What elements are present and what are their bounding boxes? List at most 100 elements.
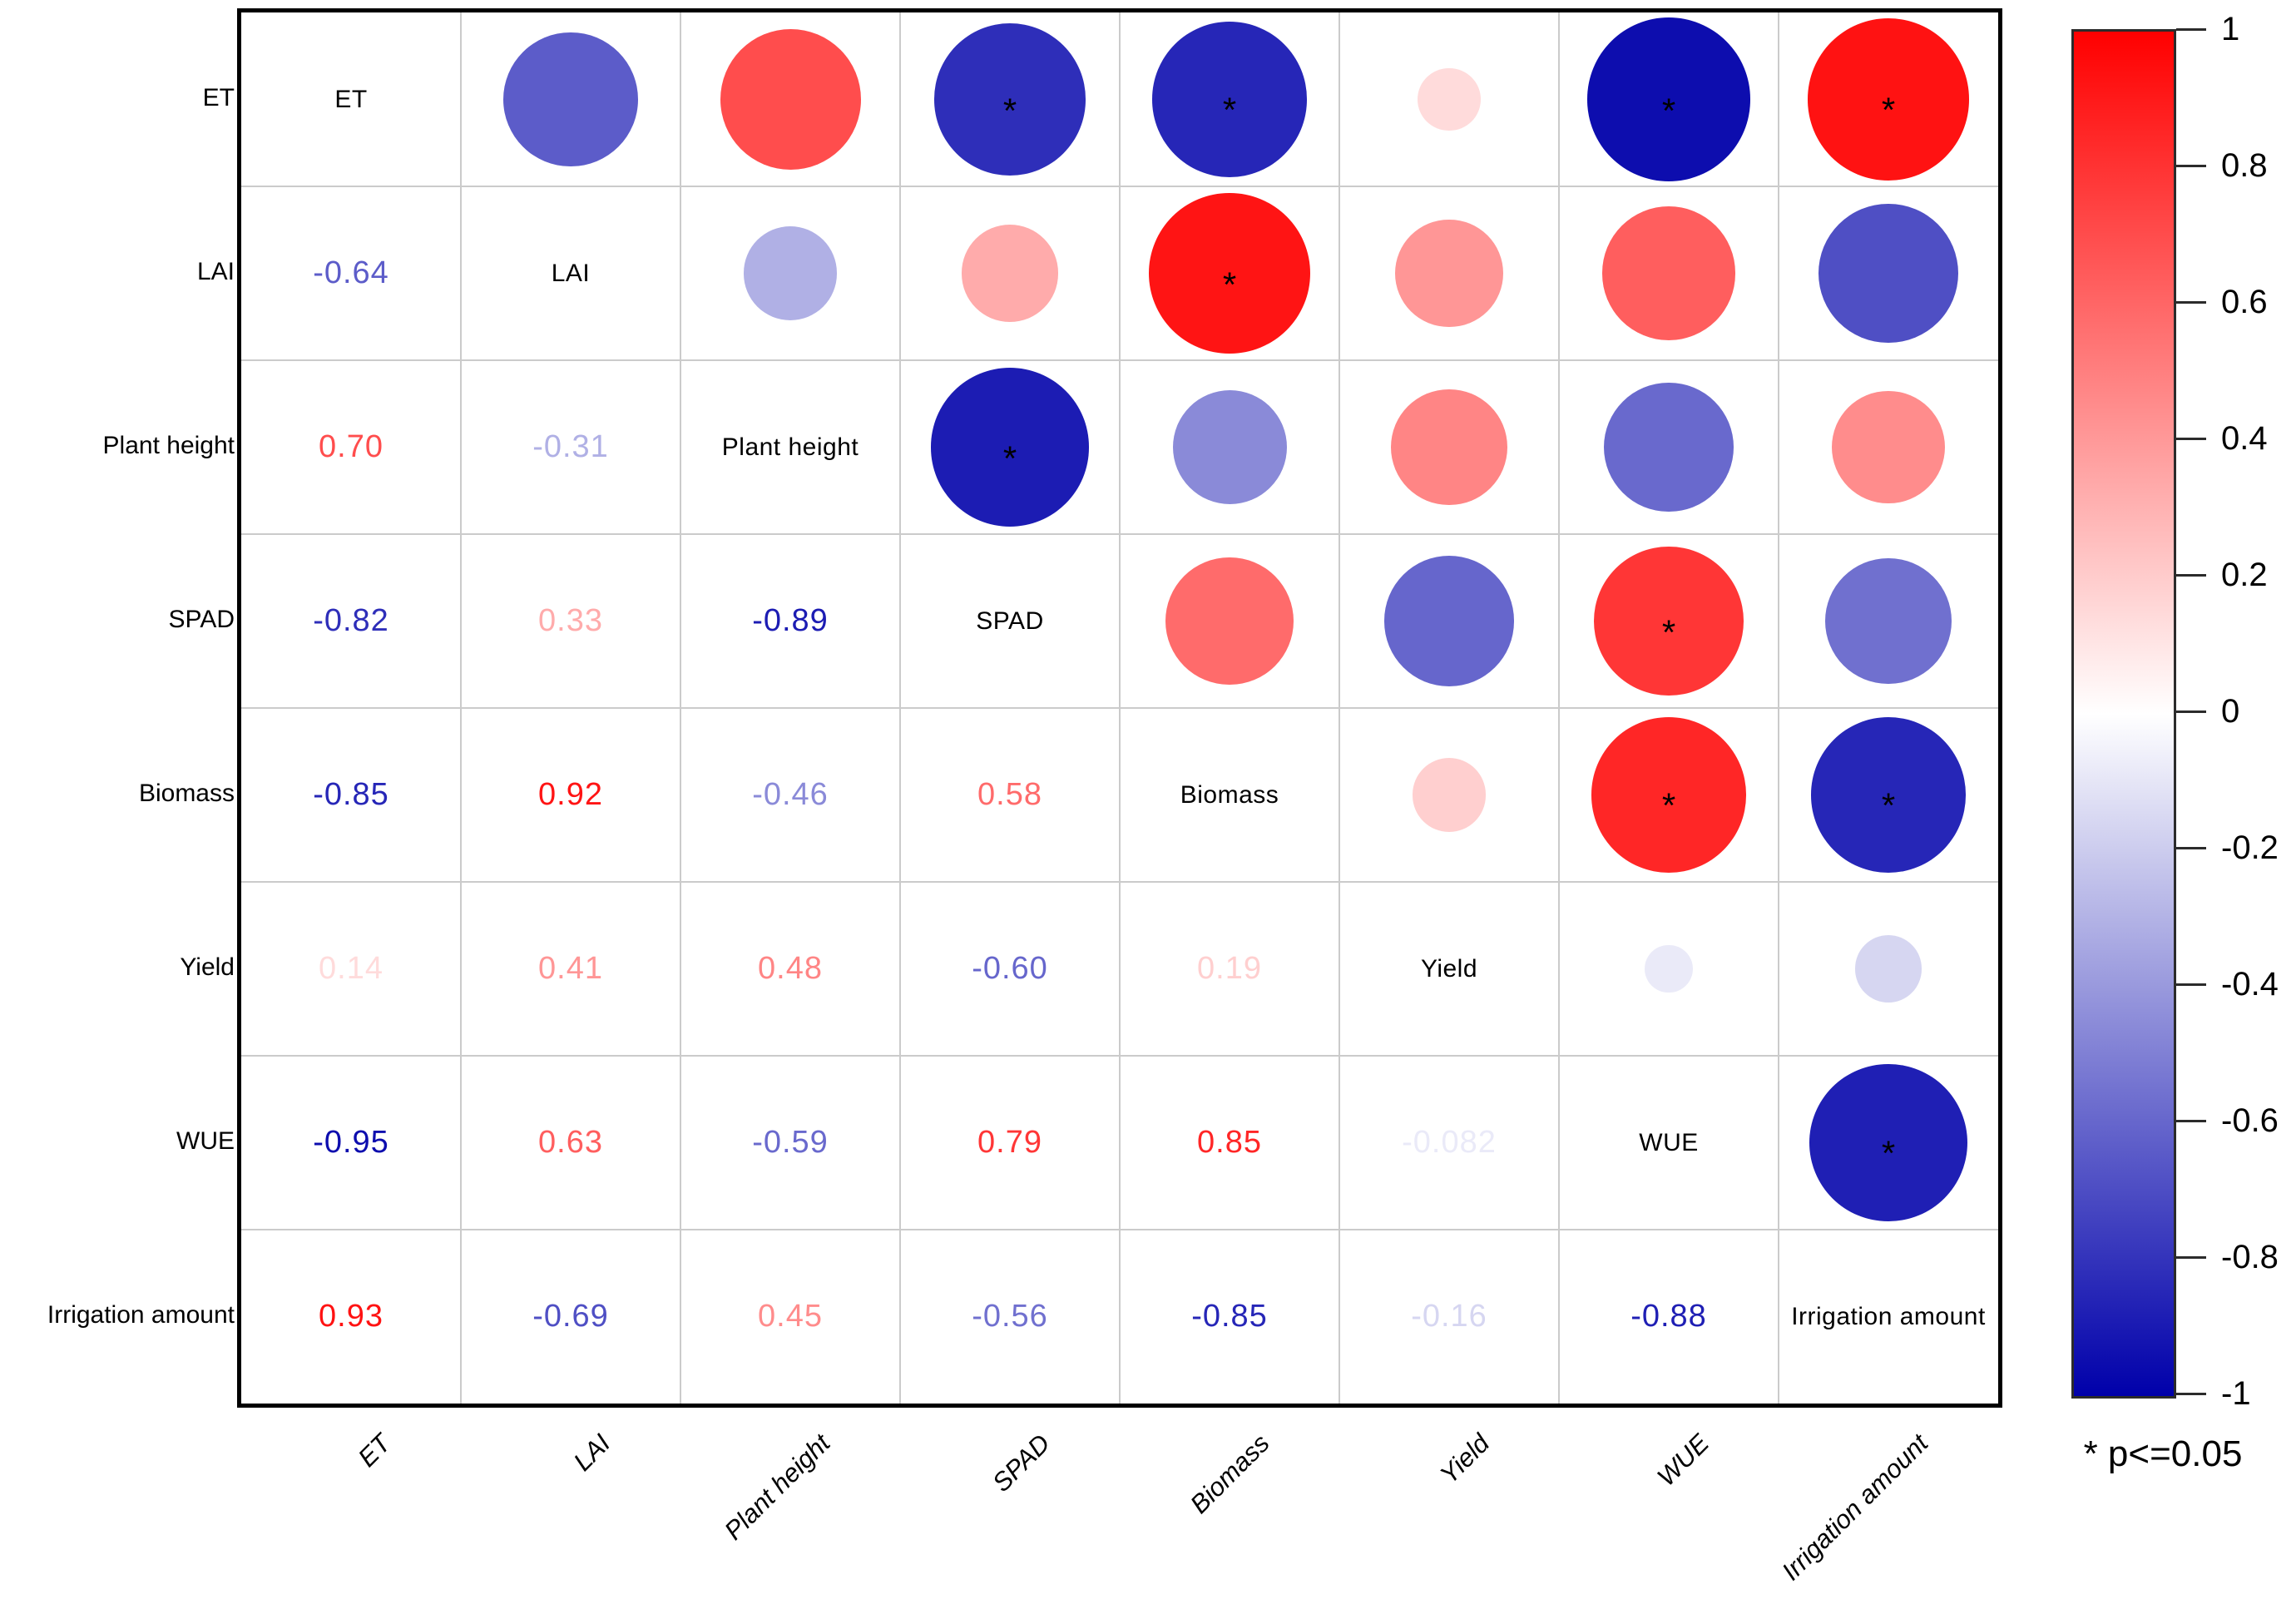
y-axis-label-wue: WUE: [176, 1126, 235, 1155]
cell-biomass-spad: 0.58: [900, 708, 1120, 882]
cell-spad-et: -0.82: [241, 534, 461, 708]
diag-label-yield: Yield: [1420, 954, 1478, 983]
cell-irrigation-amount-biomass: -0.85: [1120, 1230, 1339, 1404]
cell-spad-wue: *: [1559, 534, 1779, 708]
y-axis-label-spad: SPAD: [168, 605, 235, 633]
corr-circle-plant-height-wue: [1604, 382, 1734, 512]
gridline-horizontal: [241, 1229, 1998, 1230]
x-axis-label-lai: LAI: [568, 1428, 616, 1477]
cell-lai-yield: [1339, 186, 1559, 360]
colorbar-tick-mark: [2176, 165, 2206, 167]
colorbar-tick-mark: [2176, 983, 2206, 986]
corr-circle-lai-wue: [1601, 206, 1736, 340]
corr-circle-lai-plant-height: [743, 226, 838, 320]
significance-note: * p<=0.05: [2083, 1433, 2243, 1474]
corr-circle-spad-biomass: [1165, 557, 1294, 686]
y-axis-label-plant-height: Plant height: [102, 431, 235, 459]
corr-circle-et-wue: *: [1586, 17, 1751, 181]
cell-lai-biomass: *: [1120, 186, 1339, 360]
corr-circle-lai-yield: [1395, 219, 1503, 328]
colorbar-tick-mark: [2176, 710, 2206, 713]
y-axis-label-biomass: Biomass: [138, 779, 235, 807]
cell-yield-irrigation-amount: [1779, 882, 1998, 1056]
cell-wue-lai: 0.63: [461, 1056, 680, 1230]
gridline-horizontal: [241, 881, 1998, 883]
corr-circle-yield-irrigation-amount: [1854, 935, 1922, 1003]
colorbar-tick-mark: [2176, 438, 2206, 440]
cell-et-plant-height: [680, 12, 900, 186]
gridline-vertical: [1778, 12, 1779, 1404]
cell-yield-wue: [1559, 882, 1779, 1056]
corr-value-irrigation-amount-et: 0.93: [319, 1299, 383, 1334]
cell-yield-lai: 0.41: [461, 882, 680, 1056]
cell-plant-height-biomass: [1120, 360, 1339, 534]
corr-circle-lai-biomass: *: [1149, 192, 1310, 354]
corr-circle-et-biomass: *: [1151, 22, 1308, 177]
cell-wue-yield: -0.082: [1339, 1056, 1559, 1230]
colorbar-gradient: [2071, 29, 2176, 1399]
diag-label-irrigation-amount: Irrigation amount: [1791, 1302, 1986, 1330]
colorbar-tick-mark: [2176, 301, 2206, 304]
corr-value-wue-et: -0.95: [313, 1125, 389, 1160]
corr-circle-et-yield: [1418, 67, 1481, 131]
cell-irrigation-amount-lai: -0.69: [461, 1230, 680, 1404]
corr-circle-et-plant-height: [720, 29, 861, 170]
cell-plant-height-wue: [1559, 360, 1779, 534]
cell-spad-lai: 0.33: [461, 534, 680, 708]
corr-value-spad-et: -0.82: [313, 603, 389, 638]
corr-circle-plant-height-irrigation-amount: [1832, 390, 1945, 504]
corr-circle-et-irrigation-amount: *: [1807, 18, 1970, 181]
cell-lai-irrigation-amount: [1779, 186, 1998, 360]
diag-label-spad: SPAD: [976, 607, 1044, 635]
corr-value-biomass-plant-height: -0.46: [752, 777, 829, 812]
corr-value-yield-biomass: 0.19: [1197, 951, 1262, 986]
corr-value-yield-et: 0.14: [319, 951, 383, 986]
cell-plant-height-yield: [1339, 360, 1559, 534]
cell-yield-biomass: 0.19: [1120, 882, 1339, 1056]
colorbar-tick-mark: [2176, 847, 2206, 849]
cell-lai-plant-height: [680, 186, 900, 360]
colorbar-tick-label-0p8: 0.8: [2221, 147, 2268, 184]
corr-value-yield-lai: 0.41: [538, 951, 603, 986]
cell-lai-et: -0.64: [241, 186, 461, 360]
cell-et-lai: [461, 12, 680, 186]
gridline-horizontal: [241, 1055, 1998, 1057]
corr-circle-plant-height-spad: *: [930, 368, 1090, 527]
cell-yield-plant-height: 0.48: [680, 882, 900, 1056]
colorbar-tick-mark: [2176, 1393, 2206, 1395]
corr-value-wue-lai: 0.63: [538, 1125, 603, 1160]
cell-wue-spad: 0.79: [900, 1056, 1120, 1230]
colorbar-tick-label-0p2: 0.2: [2221, 557, 2268, 593]
colorbar-tick-label-0p6: 0.6: [2221, 284, 2268, 320]
corr-circle-lai-irrigation-amount: [1818, 203, 1958, 344]
cell-biomass-wue: *: [1559, 708, 1779, 882]
corr-value-irrigation-amount-lai: -0.69: [532, 1299, 609, 1334]
cell-irrigation-amount-wue: -0.88: [1559, 1230, 1779, 1404]
corr-circle-yield-wue: [1645, 944, 1693, 993]
x-axis-label-plant-height: Plant height: [719, 1428, 836, 1546]
y-axis-label-yield: Yield: [180, 953, 235, 981]
cell-et-biomass: *: [1120, 12, 1339, 186]
corr-circle-spad-wue: *: [1594, 546, 1744, 696]
gridline-vertical: [1339, 12, 1340, 1404]
cell-et-et: ET: [241, 12, 461, 186]
corr-value-wue-spad: 0.79: [977, 1125, 1042, 1160]
cell-wue-irrigation-amount: *: [1779, 1056, 1998, 1230]
corr-value-yield-plant-height: 0.48: [758, 951, 823, 986]
cell-irrigation-amount-plant-height: 0.45: [680, 1230, 900, 1404]
cell-wue-et: -0.95: [241, 1056, 461, 1230]
corr-value-plant-height-et: 0.70: [319, 429, 383, 464]
cell-et-wue: *: [1559, 12, 1779, 186]
corr-value-irrigation-amount-plant-height: 0.45: [758, 1299, 823, 1334]
x-axis-label-biomass: Biomass: [1184, 1428, 1275, 1519]
diag-label-wue: WUE: [1639, 1128, 1699, 1156]
corr-circle-wue-irrigation-amount: *: [1809, 1063, 1967, 1222]
corr-value-lai-et: -0.64: [313, 255, 389, 290]
diag-label-lai: LAI: [551, 259, 591, 287]
x-axis-label-yield: Yield: [1433, 1428, 1495, 1490]
corr-value-irrigation-amount-wue: -0.88: [1630, 1299, 1707, 1334]
corr-value-biomass-lai: 0.92: [538, 777, 603, 812]
gridline-vertical: [1558, 12, 1560, 1404]
y-axis-label-et: ET: [202, 83, 235, 111]
cell-irrigation-amount-yield: -0.16: [1339, 1230, 1559, 1404]
